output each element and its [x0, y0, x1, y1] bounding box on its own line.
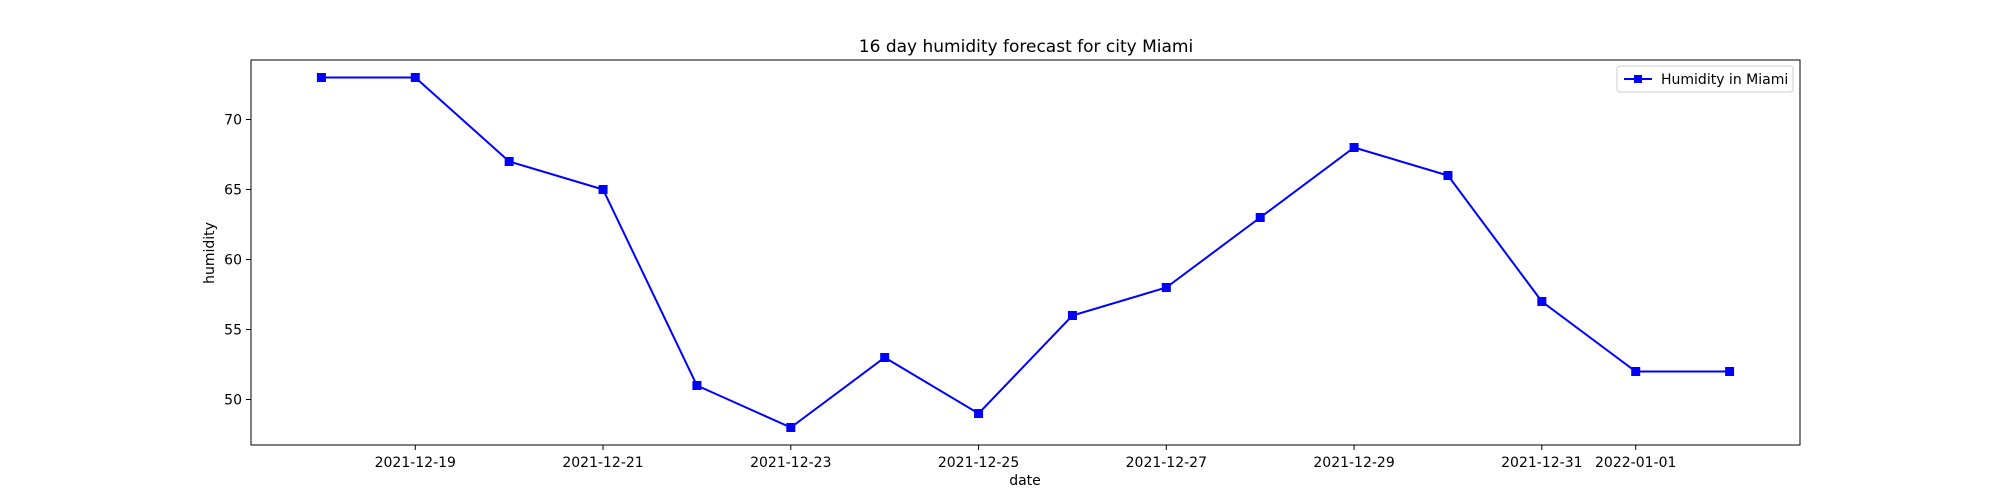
- data-point-marker: [1349, 143, 1359, 152]
- x-tick-label: 2021-12-31: [1501, 455, 1582, 471]
- data-point-marker: [1537, 297, 1547, 306]
- data-point-marker: [974, 409, 984, 418]
- data-point-marker: [1067, 311, 1077, 320]
- data-point-marker: [1255, 213, 1265, 222]
- data-point-marker: [880, 353, 890, 362]
- data-point-marker: [316, 73, 326, 82]
- data-point-marker: [1725, 367, 1735, 376]
- x-axis-label: date: [1009, 473, 1041, 489]
- series-layer: [316, 73, 1735, 432]
- y-axis: 50 55 60 65 70: [224, 113, 251, 409]
- data-point-marker: [692, 381, 702, 390]
- legend-label: Humidity in Miami: [1661, 72, 1788, 88]
- legend-marker-sample: [1634, 75, 1642, 83]
- chart-title: 16 day humidity forecast for city Miami: [859, 37, 1193, 57]
- x-tick-label: 2021-12-25: [938, 455, 1019, 471]
- legend: Humidity in Miami: [1616, 65, 1794, 93]
- x-tick-label: 2022-01-01: [1595, 455, 1676, 471]
- x-tick-label: 2021-12-23: [750, 455, 831, 471]
- y-tick-label: 70: [224, 113, 242, 129]
- y-tick-label: 60: [224, 253, 242, 269]
- y-tick-label: 55: [224, 323, 242, 339]
- plot-area-frame: [250, 59, 1801, 446]
- y-axis-label: humidity: [202, 222, 218, 284]
- x-axis: 2021-12-19 2021-12-21 2021-12-23 2021-12-25…: [375, 445, 1676, 471]
- y-tick-label: 50: [224, 393, 242, 409]
- x-tick-label: 2021-12-29: [1313, 455, 1394, 471]
- legend-box: [1616, 65, 1794, 93]
- data-point-marker: [786, 423, 796, 432]
- x-tick-label: 2021-12-27: [1126, 455, 1207, 471]
- data-point-marker: [1161, 283, 1171, 292]
- y-tick-label: 65: [224, 183, 242, 199]
- data-point-marker: [1631, 367, 1641, 376]
- x-tick-label: 2021-12-19: [375, 455, 456, 471]
- series-line: [321, 76, 1730, 429]
- data-point-marker: [504, 157, 514, 166]
- data-point-marker: [410, 73, 420, 82]
- data-point-marker: [598, 185, 608, 194]
- x-tick-label: 2021-12-21: [562, 455, 643, 471]
- data-point-marker: [1443, 171, 1453, 180]
